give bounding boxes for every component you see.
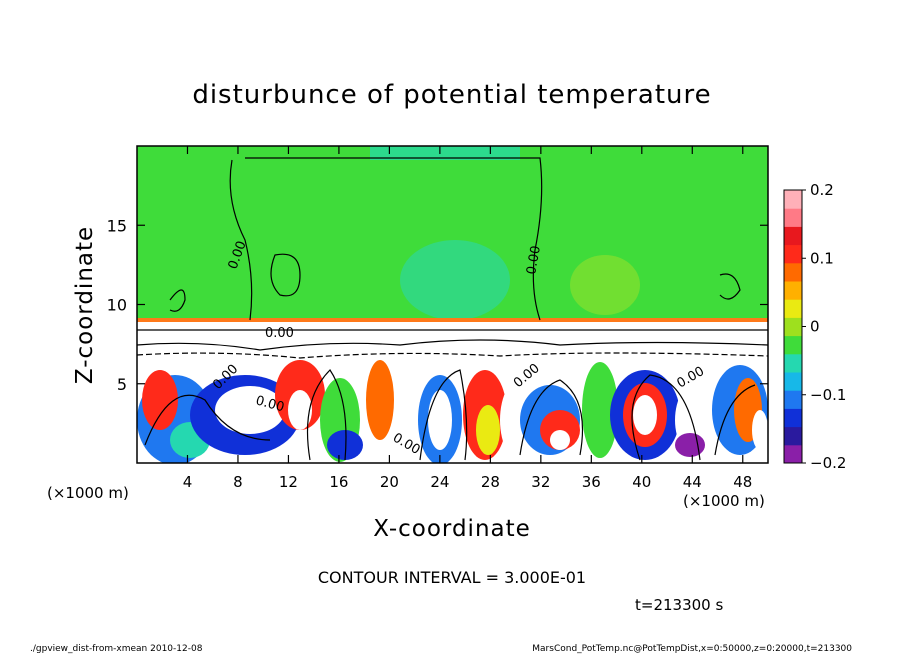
colorbar-swatch xyxy=(784,190,802,209)
x-tick-label: 28 xyxy=(481,473,500,491)
x-tick-label: 20 xyxy=(380,473,399,491)
x-axis-label: X-coordinate xyxy=(373,516,531,542)
colorbar-swatch xyxy=(784,390,802,409)
x-tick-label: 32 xyxy=(531,473,550,491)
contour-label: 0.00 xyxy=(524,245,544,276)
field-lime-blob xyxy=(570,255,640,315)
colorbar-tick-label: 0 xyxy=(810,318,820,336)
colorbar-swatch xyxy=(784,281,802,300)
x-tick-label: 48 xyxy=(733,473,752,491)
x-units-left: (×1000 m) xyxy=(47,484,129,502)
x-tick-label: 4 xyxy=(183,473,193,491)
colorbar-swatch xyxy=(784,444,802,464)
y-axis-ticks: 5 10 15 xyxy=(107,216,768,394)
contour-interval: CONTOUR INTERVAL = 3.000E-01 xyxy=(318,568,586,587)
colorbar-tick-label: −0.2 xyxy=(810,454,846,472)
x-tick-label: 8 xyxy=(233,473,243,491)
y-tick-label: 15 xyxy=(107,216,127,235)
colorbar-swatch xyxy=(784,426,802,446)
contour-label: 0.00 xyxy=(265,326,294,341)
colorbar-swatch xyxy=(784,208,802,227)
y-tick-label: 5 xyxy=(117,375,127,394)
turbulent-field xyxy=(137,360,768,463)
colorbar-swatch xyxy=(784,372,802,391)
colorbar-tick-label: 0.2 xyxy=(810,181,834,199)
field-cyan-top xyxy=(370,146,520,160)
x-tick-label: 12 xyxy=(279,473,298,491)
chart-title: disturbunce of potential temperature xyxy=(192,80,711,110)
y-axis-label: Z-coordinate xyxy=(72,226,98,384)
colorbar-swatch xyxy=(784,408,802,428)
y-tick-label: 10 xyxy=(107,296,127,315)
x-tick-label: 40 xyxy=(632,473,651,491)
x-axis-ticks: 4 8 12 16 20 24 28 32 36 40 44 48 xyxy=(183,146,752,491)
footer-right: MarsCond_PotTemp.nc@PotTempDist,x=0:5000… xyxy=(532,644,852,654)
x-tick-label: 36 xyxy=(582,473,601,491)
colorbar-swatch xyxy=(784,244,802,264)
colorbar-ticks: 0.2 0.1 0 −0.1 −0.2 xyxy=(802,181,846,472)
x-tick-label: 44 xyxy=(683,473,702,491)
colorbar-swatch xyxy=(784,262,802,282)
footer-left: ./gpview_dist-from-xmean 2010-12-08 xyxy=(30,644,203,654)
x-units-right: (×1000 m) xyxy=(683,492,765,510)
field-orange-band xyxy=(137,318,768,322)
colorbar-tick-label: 0.1 xyxy=(810,249,834,267)
colorbar-swatch xyxy=(784,335,802,355)
time-label: t=213300 s xyxy=(635,596,723,614)
contour-label: 0.00 xyxy=(254,393,286,415)
colorbar-tick-label: −0.1 xyxy=(810,386,846,404)
colorbar-swatch xyxy=(784,317,802,337)
colorbar-swatch xyxy=(784,226,802,246)
plot-area: 0.00 0.00 0.00 0.00 0.00 0.00 0.00 0.00 xyxy=(137,146,768,463)
colorbar-swatch xyxy=(784,299,802,318)
x-tick-label: 24 xyxy=(430,473,449,491)
x-tick-label: 16 xyxy=(329,473,348,491)
contour-lines xyxy=(137,157,768,461)
colorbar-swatch xyxy=(784,353,802,373)
colorbar xyxy=(784,190,802,464)
field-cyan-blob xyxy=(400,240,510,320)
